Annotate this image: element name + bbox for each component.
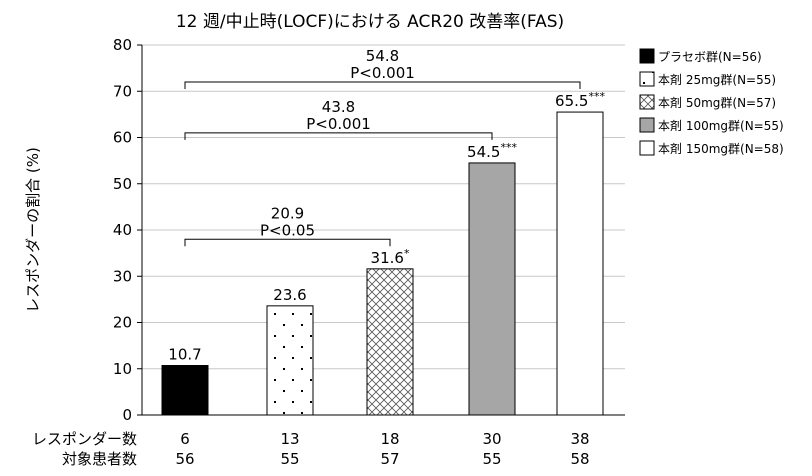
legend: プラセボ群(N=56) 本剤 25mg群(N=55) 本剤 50mg群(N=57) 本…	[639, 48, 784, 156]
bar-value-label-2: 31.6*	[371, 247, 410, 267]
legend-swatch-0	[639, 48, 655, 64]
y-tick-label-80: 80	[113, 36, 132, 54]
table-cell-1-4: 58	[570, 450, 589, 468]
table-row-label-0: レスポンダー数	[32, 430, 137, 448]
legend-label-3: 本剤 100mg群(N=55)	[658, 118, 784, 133]
comparison-p-2: P<0.001	[350, 64, 415, 82]
bar-4	[556, 111, 604, 416]
comparison-bracket-2	[184, 81, 581, 89]
legend-label-4: 本剤 150mg群(N=58)	[658, 141, 784, 156]
table-cell-0-0: 6	[180, 430, 190, 448]
y-tick-label-50: 50	[113, 175, 132, 193]
legend-label-2: 本剤 50mg群(N=57)	[658, 95, 776, 110]
comparison-bracket-1	[184, 132, 493, 140]
table-row-label-1: 対象患者数	[62, 450, 137, 468]
chart-title: 12 週/中止時(LOCF)における ACR20 改善率(FAS)	[176, 12, 564, 32]
comparison-p-1: P<0.001	[306, 115, 371, 133]
legend-swatch-2	[639, 94, 655, 110]
axes: 0 10 20 30 40 50 60 70 80	[113, 36, 625, 424]
y-tick-label-60: 60	[113, 129, 132, 147]
table-cell-1-1: 55	[280, 450, 299, 468]
bar-2	[366, 268, 414, 416]
legend-swatch-4	[639, 140, 655, 156]
bar-significance-4: ***	[588, 90, 605, 103]
legend-label-1: 本剤 25mg群(N=55)	[658, 72, 776, 87]
y-tick-label-40: 40	[113, 221, 132, 239]
table-cell-1-2: 57	[380, 450, 399, 468]
table-cell-0-1: 13	[280, 430, 299, 448]
legend-swatch-1	[639, 71, 655, 87]
table-cell-0-2: 18	[380, 430, 399, 448]
y-tick-label-70: 70	[113, 82, 132, 100]
responder-table: レスポンダー数 6 13 18 30 38 対象患者数 56 55 57 55 58	[32, 430, 590, 468]
comparison-diff-0: 20.9	[271, 204, 304, 222]
bar-3	[468, 162, 516, 416]
comparison-diff-2: 54.8	[366, 47, 399, 65]
bar-value-label-4: 65.5***	[555, 90, 605, 110]
comparison-p-0: P<0.05	[260, 221, 315, 239]
bar-value-label-3: 54.5***	[467, 141, 517, 161]
comparison-diff-1: 43.8	[322, 98, 355, 116]
bar-value-label-1: 23.6	[273, 286, 306, 304]
legend-swatch-3	[639, 117, 655, 133]
table-cell-0-4: 38	[570, 430, 589, 448]
y-tick-label-0: 0	[122, 406, 132, 424]
bar-1	[266, 305, 314, 416]
bar-significance-2: *	[404, 247, 410, 260]
bar-0	[161, 365, 209, 416]
bars: 10.7 23.6 31.6* 54.5*** 65.5***	[161, 90, 605, 416]
legend-label-0: プラセボ群(N=56)	[658, 50, 762, 64]
y-tick-label-20: 20	[113, 314, 132, 332]
table-cell-1-3: 55	[482, 450, 501, 468]
table-cell-1-0: 56	[175, 450, 194, 468]
y-axis-label: レスポンダーの割合 (%)	[24, 147, 42, 313]
bar-significance-3: ***	[500, 141, 517, 154]
y-tick-label-30: 30	[113, 267, 132, 285]
bar-value-label-0: 10.7	[168, 346, 201, 364]
table-cell-0-3: 30	[482, 430, 501, 448]
y-tick-label-10: 10	[113, 360, 132, 378]
comparison-bracket-0	[184, 238, 391, 247]
